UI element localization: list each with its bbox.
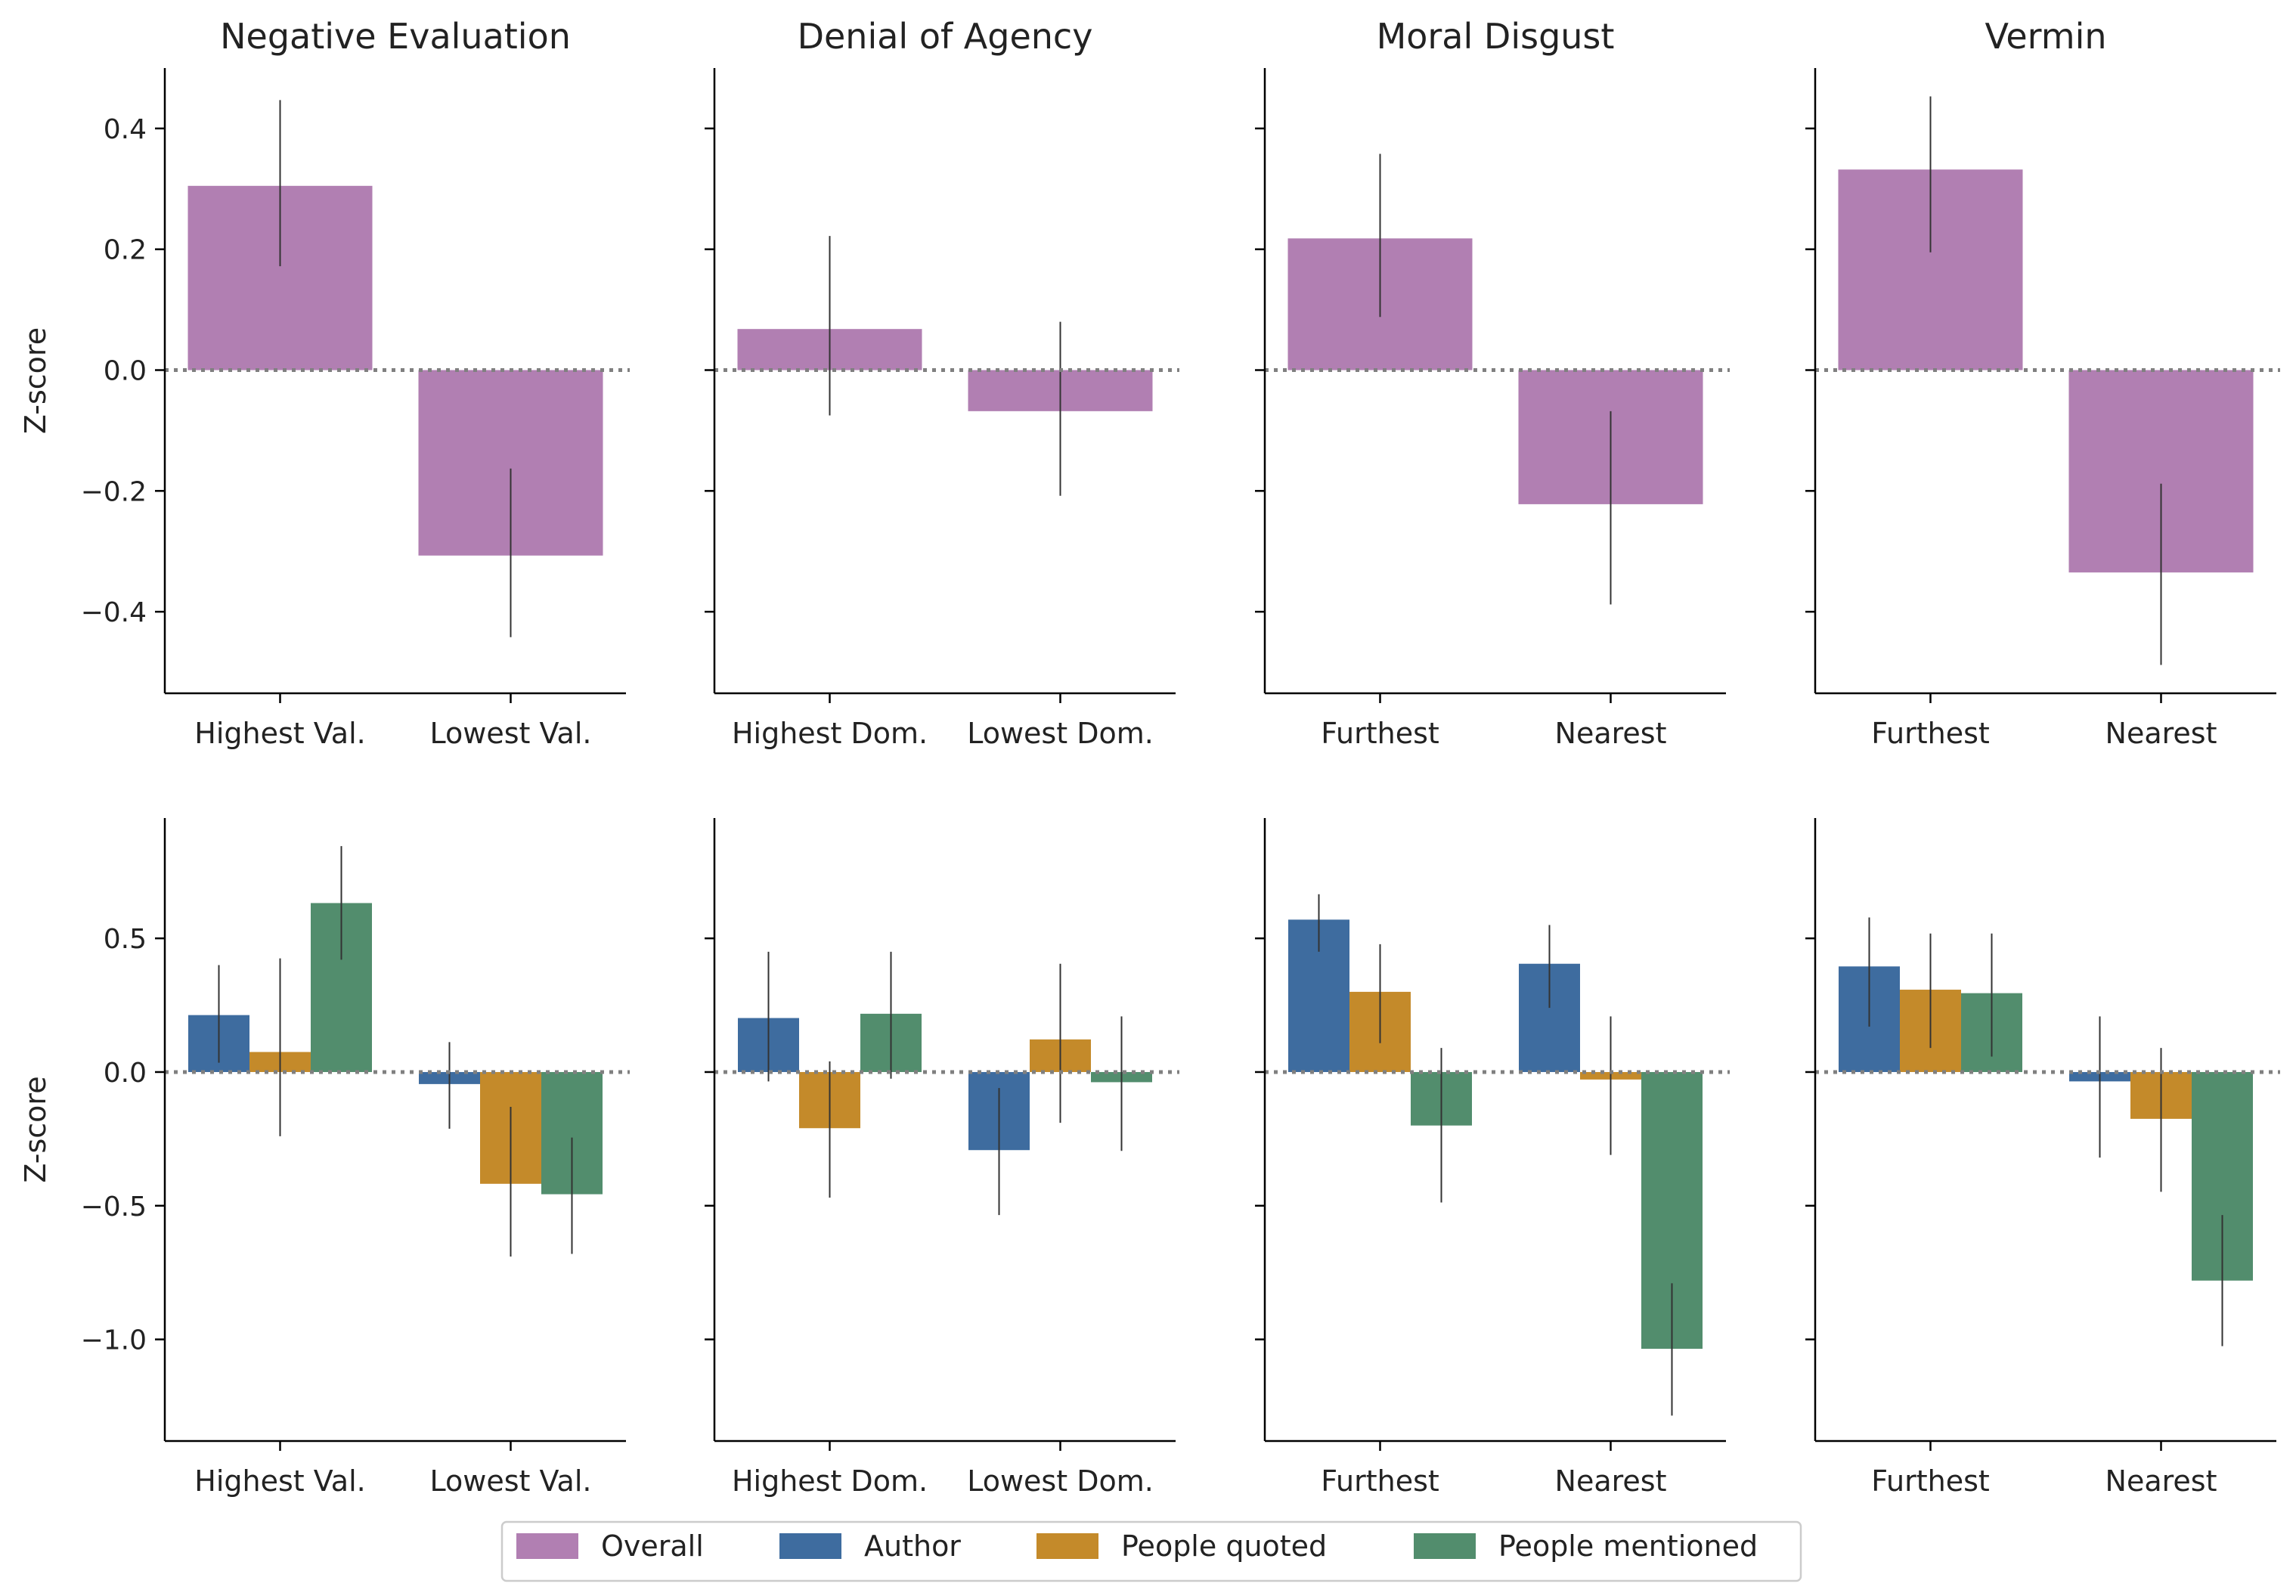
legend-swatch bbox=[779, 1533, 841, 1559]
y-tick-label: 0.0 bbox=[104, 1058, 147, 1089]
subplot-title: Denial of Agency bbox=[798, 16, 1093, 57]
x-tick-label: Nearest bbox=[2105, 1464, 2217, 1498]
x-tick-label: Furthest bbox=[1871, 1464, 1990, 1498]
x-tick-label: Nearest bbox=[2105, 717, 2217, 750]
x-tick-label: Highest Dom. bbox=[732, 717, 928, 750]
y-tick-label: −0.5 bbox=[81, 1192, 147, 1223]
y-tick-label: 0.2 bbox=[104, 235, 147, 266]
legend-label: Author bbox=[864, 1529, 961, 1563]
x-tick-label: Nearest bbox=[1555, 717, 1667, 750]
x-tick-label: Furthest bbox=[1321, 1464, 1439, 1498]
legend-item-people-mentioned: People mentioned bbox=[1414, 1529, 1758, 1563]
x-tick-label: Furthest bbox=[1321, 717, 1439, 750]
y-tick-label: −1.0 bbox=[81, 1325, 147, 1356]
legend-swatch bbox=[1414, 1533, 1476, 1559]
subplot-bottom-1: 0.5 0.0 −0.5 −1.0 Highest Val. Lowest Val. Z-s… bbox=[19, 818, 630, 1498]
legend-label: People quoted bbox=[1121, 1529, 1327, 1563]
panels: 0.4 0.2 0.0 −0.2 −0.4 Highest Val. Lowest Val.… bbox=[19, 16, 2280, 1498]
subplot-bottom-3: Furthest Nearest bbox=[1255, 818, 1730, 1498]
legend-item-author: Author bbox=[779, 1529, 961, 1563]
x-tick-label: Highest Val. bbox=[194, 717, 365, 750]
subplot-title: Vermin bbox=[1985, 16, 2106, 57]
subplot-title: Moral Disgust bbox=[1377, 16, 1615, 57]
subplot-top-3: Furthest Nearest Moral Disgust bbox=[1255, 16, 1730, 750]
x-tick-label: Nearest bbox=[1555, 1464, 1667, 1498]
y-axis-label: Z-score bbox=[19, 327, 52, 434]
x-tick-label: Lowest Val. bbox=[430, 1464, 592, 1498]
x-tick-label: Furthest bbox=[1871, 717, 1990, 750]
subplot-bottom-4: Furthest Nearest bbox=[1805, 818, 2280, 1498]
subplot-bottom-2: Highest Dom. Lowest Dom. bbox=[705, 818, 1179, 1498]
legend: Overall Author People quoted People mention… bbox=[500, 1520, 1802, 1582]
legend-label: People mentioned bbox=[1498, 1529, 1758, 1563]
y-tick-label: 0.0 bbox=[104, 356, 147, 387]
y-tick-label: 0.4 bbox=[104, 114, 147, 145]
subplot-top-2: Highest Dom. Lowest Dom. Denial of Agency bbox=[705, 16, 1179, 750]
y-axis-label: Z-score bbox=[19, 1076, 52, 1182]
subplot-top-4: Furthest Nearest Vermin bbox=[1805, 16, 2280, 750]
x-tick-label: Lowest Dom. bbox=[967, 717, 1154, 750]
x-tick-label: Highest Val. bbox=[194, 1464, 365, 1498]
x-tick-label: Lowest Dom. bbox=[967, 1464, 1154, 1498]
y-tick-label: −0.4 bbox=[81, 597, 147, 628]
x-tick-label: Highest Dom. bbox=[732, 1464, 928, 1498]
legend-item-overall: Overall bbox=[516, 1529, 704, 1563]
legend-label: Overall bbox=[601, 1529, 704, 1563]
y-tick-label: 0.5 bbox=[104, 924, 147, 955]
subplot-top-1: 0.4 0.2 0.0 −0.2 −0.4 Highest Val. Lowest Val.… bbox=[19, 16, 630, 750]
legend-item-people-quoted: People quoted bbox=[1036, 1529, 1327, 1563]
subplot-title: Negative Evaluation bbox=[220, 16, 571, 57]
legend-swatch bbox=[1036, 1533, 1098, 1559]
legend-swatch bbox=[516, 1533, 578, 1559]
x-tick-label: Lowest Val. bbox=[430, 717, 592, 750]
y-tick-label: −0.2 bbox=[81, 476, 147, 507]
